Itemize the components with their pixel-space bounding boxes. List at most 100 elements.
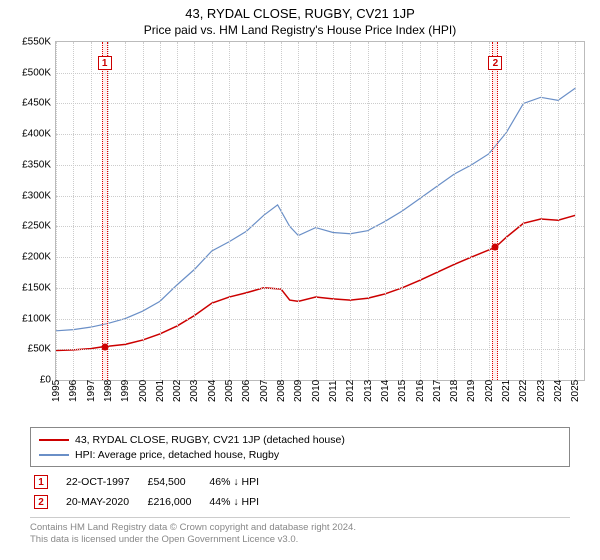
gridline-vertical <box>143 42 144 380</box>
legend-label: 43, RYDAL CLOSE, RUGBY, CV21 1JP (detach… <box>75 434 345 446</box>
xtick-label: 2007 <box>259 380 270 402</box>
events-row: 220-MAY-2020£216,00044% ↓ HPI <box>32 493 273 511</box>
event-band <box>492 42 498 380</box>
legend-row: HPI: Average price, detached house, Rugb… <box>39 447 561 462</box>
xtick-label: 2004 <box>207 380 218 402</box>
xtick-label: 2001 <box>155 380 166 402</box>
chart-subtitle: Price paid vs. HM Land Registry's House … <box>0 21 600 41</box>
gridline-vertical <box>194 42 195 380</box>
gridline-vertical <box>298 42 299 380</box>
xtick-label: 2024 <box>553 380 564 402</box>
plot-region: £0£50K£100K£150K£200K£250K£300K£350K£400… <box>55 41 585 381</box>
gridline-vertical <box>73 42 74 380</box>
event-delta: 46% ↓ HPI <box>207 473 273 491</box>
gridline-vertical <box>420 42 421 380</box>
ytick-label: £250K <box>22 221 56 232</box>
gridline-vertical <box>471 42 472 380</box>
event-marker-box: 2 <box>488 56 502 70</box>
gridline-vertical <box>368 42 369 380</box>
gridline-horizontal <box>56 288 584 289</box>
xtick-label: 2016 <box>415 380 426 402</box>
xtick-label: 2008 <box>276 380 287 402</box>
legend-label: HPI: Average price, detached house, Rugb… <box>75 449 279 461</box>
footer-line-2: This data is licensed under the Open Gov… <box>30 534 570 546</box>
xtick-label: 2013 <box>363 380 374 402</box>
xtick-label: 2017 <box>432 380 443 402</box>
ytick-label: £400K <box>22 129 56 140</box>
xtick-label: 2023 <box>536 380 547 402</box>
gridline-horizontal <box>56 196 584 197</box>
ytick-label: £150K <box>22 282 56 293</box>
gridline-vertical <box>212 42 213 380</box>
gridline-vertical <box>541 42 542 380</box>
gridline-vertical <box>385 42 386 380</box>
xtick-label: 2015 <box>397 380 408 402</box>
xtick-label: 1997 <box>86 380 97 402</box>
ytick-label: £500K <box>22 67 56 78</box>
gridline-horizontal <box>56 165 584 166</box>
ytick-label: £200K <box>22 252 56 263</box>
xtick-label: 2025 <box>570 380 581 402</box>
gridline-vertical <box>523 42 524 380</box>
xtick-label: 2020 <box>484 380 495 402</box>
xtick-label: 1998 <box>103 380 114 402</box>
xtick-label: 2022 <box>518 380 529 402</box>
event-marker-box: 1 <box>98 56 112 70</box>
gridline-vertical <box>350 42 351 380</box>
gridline-vertical <box>333 42 334 380</box>
gridline-horizontal <box>56 257 584 258</box>
event-price: £54,500 <box>146 473 206 491</box>
gridline-horizontal <box>56 226 584 227</box>
chart-title: 43, RYDAL CLOSE, RUGBY, CV21 1JP <box>0 0 600 21</box>
xtick-label: 2011 <box>328 380 339 402</box>
gridline-vertical <box>246 42 247 380</box>
gridline-vertical <box>108 42 109 380</box>
xtick-label: 2018 <box>449 380 460 402</box>
ytick-label: £50K <box>28 344 56 355</box>
legend-swatch <box>39 454 69 456</box>
gridline-vertical <box>558 42 559 380</box>
xtick-label: 2006 <box>241 380 252 402</box>
gridline-vertical <box>506 42 507 380</box>
gridline-vertical <box>402 42 403 380</box>
legend-swatch <box>39 439 69 441</box>
xtick-label: 1996 <box>68 380 79 402</box>
xtick-label: 2000 <box>138 380 149 402</box>
gridline-vertical <box>229 42 230 380</box>
legend-row: 43, RYDAL CLOSE, RUGBY, CV21 1JP (detach… <box>39 432 561 447</box>
gridline-vertical <box>91 42 92 380</box>
ytick-label: £450K <box>22 98 56 109</box>
gridline-vertical <box>281 42 282 380</box>
gridline-vertical <box>489 42 490 380</box>
xtick-label: 2003 <box>189 380 200 402</box>
xtick-label: 2010 <box>311 380 322 402</box>
gridline-horizontal <box>56 319 584 320</box>
gridline-vertical <box>56 42 57 380</box>
gridline-vertical <box>437 42 438 380</box>
chart-area: £0£50K£100K£150K£200K£250K£300K£350K£400… <box>55 41 585 421</box>
ytick-label: £100K <box>22 313 56 324</box>
gridline-vertical <box>264 42 265 380</box>
xtick-label: 1995 <box>51 380 62 402</box>
event-price: £216,000 <box>146 493 206 511</box>
events-table: 122-OCT-1997£54,50046% ↓ HPI 220-MAY-2020… <box>30 471 275 513</box>
xtick-label: 2009 <box>293 380 304 402</box>
xtick-label: 2012 <box>345 380 356 402</box>
gridline-horizontal <box>56 73 584 74</box>
ytick-label: £550K <box>22 37 56 48</box>
gridline-vertical <box>316 42 317 380</box>
gridline-vertical <box>454 42 455 380</box>
gridline-horizontal <box>56 103 584 104</box>
series-marker <box>492 244 499 251</box>
event-number-box: 1 <box>34 475 48 489</box>
event-band <box>102 42 108 380</box>
figure-container: 43, RYDAL CLOSE, RUGBY, CV21 1JP Price p… <box>0 0 600 560</box>
gridline-horizontal <box>56 349 584 350</box>
footer-line-1: Contains HM Land Registry data © Crown c… <box>30 522 570 534</box>
xtick-label: 2005 <box>224 380 235 402</box>
xtick-label: 2002 <box>172 380 183 402</box>
event-delta: 44% ↓ HPI <box>207 493 273 511</box>
xtick-label: 2014 <box>380 380 391 402</box>
events-row: 122-OCT-1997£54,50046% ↓ HPI <box>32 473 273 491</box>
gridline-vertical <box>160 42 161 380</box>
